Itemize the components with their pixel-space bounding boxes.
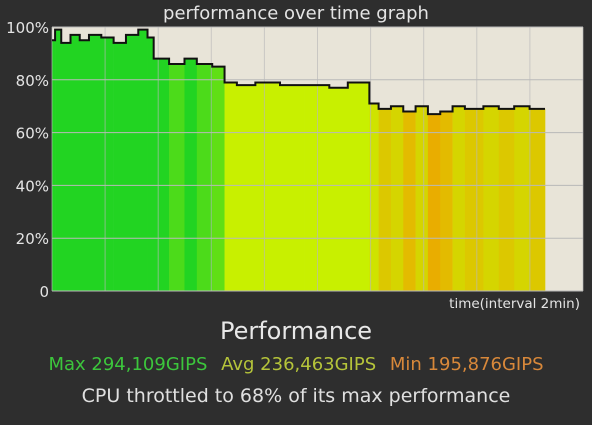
bar-segment bbox=[184, 58, 198, 292]
bar-segment bbox=[440, 111, 453, 291]
max-stat: Max 294,109GIPS bbox=[48, 354, 208, 375]
bar-segment bbox=[464, 108, 484, 291]
grid-layer bbox=[51, 26, 584, 292]
bar-segment bbox=[113, 42, 127, 292]
bar-segment bbox=[169, 63, 185, 292]
y-tick-label: 60% bbox=[16, 125, 49, 143]
bar-segment bbox=[514, 106, 530, 291]
bar-segment bbox=[101, 37, 114, 292]
bar-segment bbox=[347, 82, 370, 291]
bar-segment bbox=[79, 40, 90, 292]
bar-segment bbox=[390, 106, 404, 291]
bar-segment bbox=[415, 106, 429, 291]
min-stat: Min 195,876GIPS bbox=[389, 354, 544, 375]
bar-segment bbox=[236, 85, 256, 291]
stats-row: Max 294,109GIPS Avg 236,463GIPS Min 195,… bbox=[0, 354, 592, 375]
bar-segment bbox=[88, 34, 102, 292]
bar-segment bbox=[427, 114, 441, 292]
bar-segment bbox=[483, 106, 500, 291]
bar-segment bbox=[55, 29, 62, 291]
bar-segment bbox=[224, 82, 238, 291]
bar-segment bbox=[196, 63, 213, 292]
performance-line bbox=[52, 28, 545, 116]
chart-title: performance over time graph bbox=[163, 3, 429, 24]
bar-segment bbox=[403, 111, 416, 291]
y-tick-label: 40% bbox=[16, 177, 49, 195]
bar-segment bbox=[369, 103, 379, 291]
bar-segment bbox=[138, 29, 148, 291]
bar-segment bbox=[329, 87, 349, 291]
bar-segment bbox=[452, 106, 466, 291]
y-tick-label: 80% bbox=[16, 72, 49, 90]
bar-segment bbox=[212, 66, 225, 291]
y-tick-labels: 0 20% 40% 60% 80% 100% bbox=[6, 19, 49, 300]
bar-segment bbox=[70, 34, 81, 292]
y-tick-label: 100% bbox=[6, 19, 49, 37]
bar-segment bbox=[125, 34, 139, 292]
performance-chart: 0 20% 40% 60% 80% 100% bbox=[6, 19, 584, 300]
bars-layer bbox=[52, 29, 546, 292]
bar-segment bbox=[52, 40, 56, 292]
bar-segment bbox=[280, 85, 305, 291]
bar-segment bbox=[153, 58, 170, 292]
bar-segment bbox=[61, 42, 71, 292]
x-axis-label: time(interval 2min) bbox=[449, 296, 580, 312]
avg-stat: Avg 236,463GIPS bbox=[221, 354, 377, 375]
y-tick-label: 20% bbox=[16, 230, 49, 248]
bar-segment bbox=[529, 108, 546, 291]
bar-segment bbox=[147, 37, 154, 292]
bar-segment bbox=[498, 108, 515, 291]
throttle-note: CPU throttled to 68% of its max performa… bbox=[81, 385, 511, 407]
bar-segment bbox=[378, 108, 392, 291]
bar-segment bbox=[255, 82, 281, 291]
performance-heading: Performance bbox=[219, 317, 373, 345]
y-tick-label: 0 bbox=[39, 283, 49, 300]
